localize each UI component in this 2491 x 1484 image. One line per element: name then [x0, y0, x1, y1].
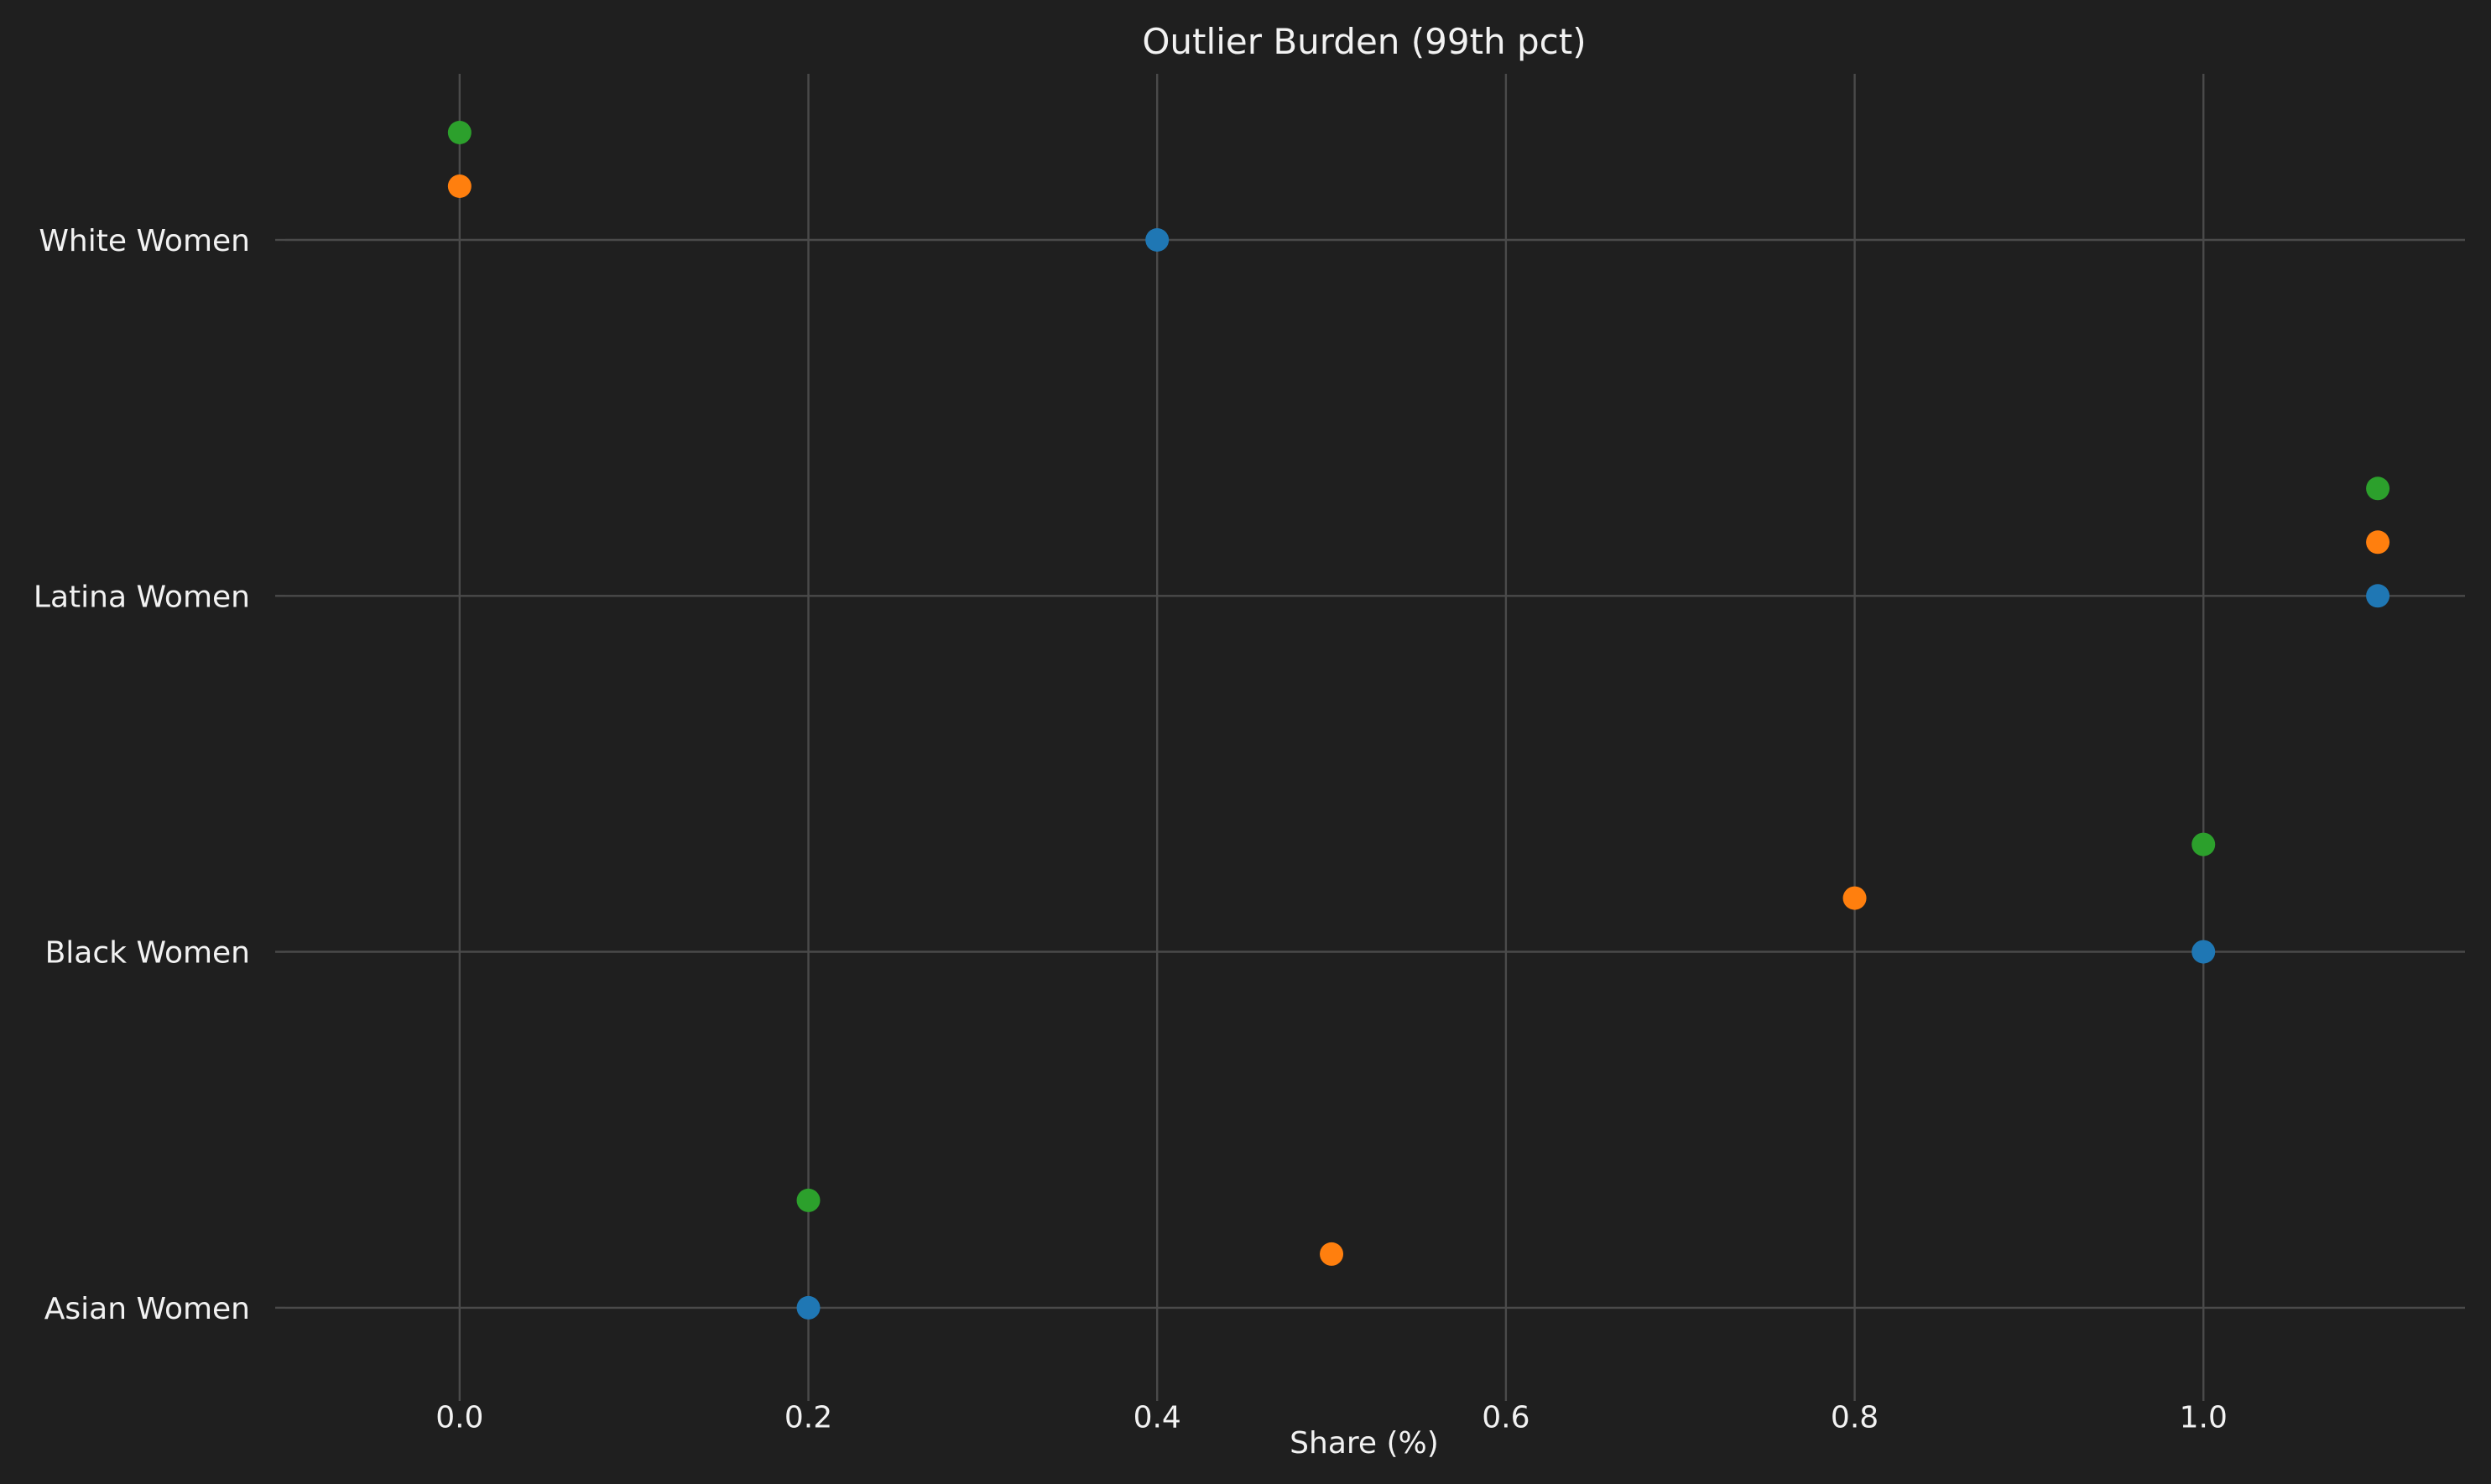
- y-tick-label: Black Women: [45, 936, 250, 971]
- x-tick-label: 1.0: [2180, 1401, 2228, 1435]
- x-tick-label: 0.4: [1133, 1401, 1181, 1435]
- x-tick-label: 0.2: [784, 1401, 832, 1435]
- data-point: [1842, 886, 1867, 910]
- grid-lines: [285, 74, 2465, 1391]
- data-point: [796, 1295, 821, 1320]
- data-point: [796, 1188, 821, 1212]
- y-tick-label: Asian Women: [44, 1292, 250, 1326]
- data-point: [2366, 476, 2390, 501]
- chart-title: Outlier Burden (99th pct): [1142, 21, 1586, 62]
- data-point: [447, 174, 472, 198]
- y-tick-label: Latina Women: [34, 580, 250, 614]
- data-point: [1145, 228, 1170, 252]
- data-point: [447, 121, 472, 144]
- x-tick-label: 0.6: [1482, 1401, 1530, 1435]
- axis-ticks: 0.0 0.2 0.4 0.6 0.8 1.0 White Women Latina Wome…: [34, 224, 2228, 1435]
- data-point: [2191, 940, 2216, 964]
- x-tick-label: 0.0: [435, 1401, 483, 1435]
- data-point: [2191, 832, 2216, 857]
- data-point: [2366, 530, 2390, 555]
- data-point: [1320, 1242, 1344, 1266]
- x-tick-label: 0.8: [1831, 1401, 1879, 1435]
- y-tick-label: White Women: [39, 224, 250, 258]
- data-point: [2366, 584, 2390, 608]
- data-points: [447, 121, 2390, 1320]
- x-axis-label: Share (%): [1290, 1426, 1439, 1461]
